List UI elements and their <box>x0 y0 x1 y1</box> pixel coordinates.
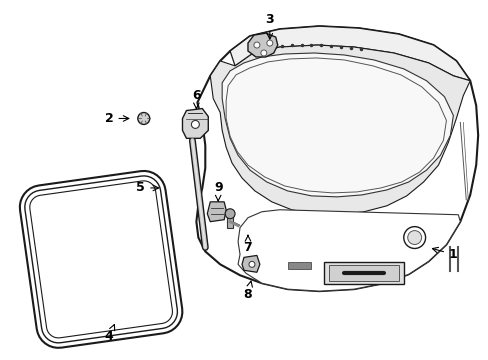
Circle shape <box>248 261 254 267</box>
PathPatch shape <box>238 210 459 291</box>
Circle shape <box>253 42 259 48</box>
Text: 6: 6 <box>192 89 200 109</box>
Text: 7: 7 <box>243 235 252 254</box>
Circle shape <box>224 209 235 219</box>
PathPatch shape <box>207 202 225 222</box>
PathPatch shape <box>20 171 182 348</box>
Circle shape <box>407 231 421 244</box>
PathPatch shape <box>247 33 277 57</box>
Circle shape <box>191 121 199 129</box>
Circle shape <box>138 113 149 125</box>
PathPatch shape <box>196 26 477 291</box>
PathPatch shape <box>324 262 403 284</box>
Circle shape <box>260 50 266 56</box>
Text: 4: 4 <box>104 324 115 343</box>
PathPatch shape <box>242 255 259 272</box>
Circle shape <box>403 227 425 248</box>
Circle shape <box>266 40 272 46</box>
Text: 5: 5 <box>136 181 158 194</box>
Text: 1: 1 <box>431 247 457 261</box>
Text: 9: 9 <box>213 181 222 201</box>
Text: 2: 2 <box>104 112 128 125</box>
Text: 8: 8 <box>243 281 252 301</box>
PathPatch shape <box>230 26 469 81</box>
PathPatch shape <box>25 176 177 343</box>
PathPatch shape <box>182 109 208 138</box>
PathPatch shape <box>328 265 398 281</box>
PathPatch shape <box>30 181 172 338</box>
PathPatch shape <box>210 45 469 215</box>
Text: 3: 3 <box>265 13 274 39</box>
Bar <box>226 216 233 228</box>
PathPatch shape <box>287 262 311 269</box>
PathPatch shape <box>222 53 452 197</box>
